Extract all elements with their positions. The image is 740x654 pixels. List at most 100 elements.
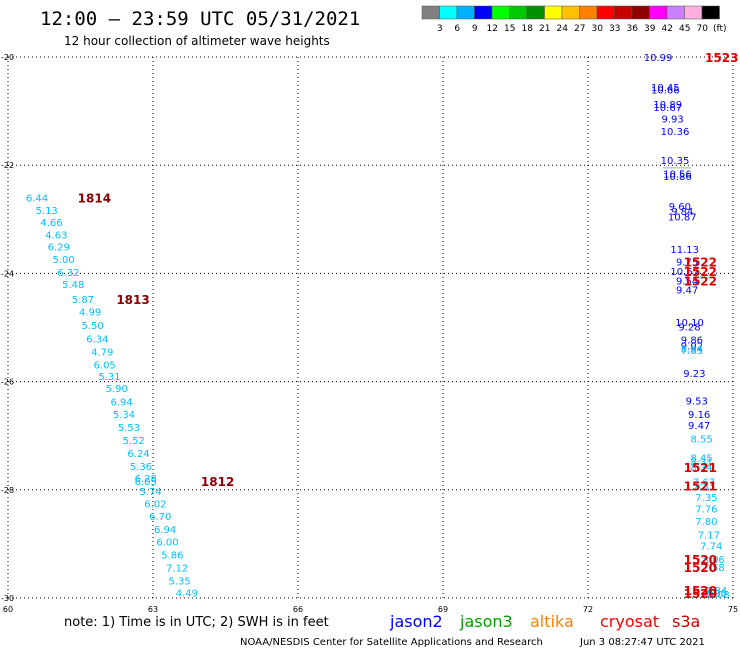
x-tick-label: 63	[148, 605, 158, 614]
colorbar-label: (ft)	[713, 24, 727, 34]
axis-ticks: 60 63 66 69 72 75 -20 -22 -24 -26 -28 -30	[1, 53, 738, 614]
time-label: 1522	[684, 274, 717, 288]
wave-height-s3a: 5.86	[161, 551, 183, 562]
wave-height-jason2: 10.45	[651, 83, 680, 94]
colorbar-label: 12	[487, 24, 498, 34]
colorbar-swatch	[509, 5, 528, 20]
wave-height-s3a: 6.32	[57, 268, 79, 279]
grid	[7, 56, 734, 599]
colorbar-swatch	[526, 5, 545, 20]
wave-height-s3a: 6.28	[135, 474, 157, 485]
colorbar-label: 45	[679, 24, 690, 34]
wave-height-s3a: 7.58	[703, 563, 725, 574]
wave-height-jason2: 10.86	[663, 172, 692, 183]
colorbar-swatch	[614, 5, 633, 20]
wave-height-s3a: 7.76	[695, 505, 717, 516]
y-tick-label: -20	[1, 53, 14, 62]
colorbar: 3 6 9 12 15 18 21 24 27 30 33 36 39 42 45 70 (ft)	[421, 5, 727, 34]
wave-height-jason2: 10.67	[670, 267, 699, 278]
wave-height-s3a: 6.02	[144, 499, 166, 510]
time-label: 1520	[684, 561, 717, 575]
y-tick-label: -22	[1, 161, 14, 170]
wave-height-s3a: 6.05	[135, 477, 157, 488]
wave-height-s3a: 8.45	[690, 453, 712, 464]
colorbar-label: 39	[644, 24, 656, 34]
wave-height-jason2: 9.47	[676, 286, 698, 297]
colorbar-label: 3	[437, 24, 443, 34]
wave-height-jason2: 9.02	[681, 341, 703, 352]
wave-height-s3a: 6.94	[154, 525, 176, 536]
colorbar-label: 70	[697, 24, 709, 34]
wave-height-s3a: 5.35	[168, 577, 190, 588]
x-tick-label: 69	[438, 605, 448, 614]
y-tick-label: -26	[1, 378, 14, 387]
colorbar-label: 30	[592, 24, 604, 34]
legend-jason2: jason2	[389, 612, 443, 631]
wave-height-s3a: 6.70	[149, 512, 171, 523]
wave-height-jason2: 10.87	[668, 213, 697, 224]
y-tick-label: -24	[1, 269, 14, 278]
wave-height-s3a: 6.00	[156, 538, 178, 549]
wave-height-s3a: 6.29	[48, 242, 70, 253]
wave-height-s3a: 5.13	[36, 206, 58, 217]
footer-credit: NOAA/NESDIS Center for Satellite Applica…	[240, 637, 543, 648]
wave-height-jason2: 9.93	[661, 115, 683, 126]
wave-height-jason2: 9.23	[683, 369, 705, 380]
wave-height-s3a: 5.31	[98, 372, 120, 383]
wave-height-s3a: 7.35	[695, 493, 717, 504]
wave-height-s3a: 7.33	[693, 481, 715, 492]
colorbar-swatch	[544, 5, 563, 20]
wave-height-s3a: 8.55	[690, 434, 712, 445]
x-tick-label: 75	[728, 605, 738, 614]
wave-height-jason2: 11.13	[670, 245, 699, 256]
wave-height-s3a: 5.52	[123, 436, 145, 447]
legend-jason3: jason3	[459, 612, 513, 631]
satellite-legend: jason2 jason3 altika cryosat s3a	[389, 612, 700, 631]
time-label: 1522	[684, 255, 717, 269]
wave-height-s3a: 5.74	[139, 487, 161, 498]
wave-height-s3a: 7.12	[166, 564, 188, 575]
wave-height-s3a: 5.50	[81, 321, 103, 332]
time-label: 1520	[684, 553, 717, 567]
wave-height-jason2: 9.60	[669, 202, 691, 213]
wave-height-s3a: 6.94	[110, 398, 132, 409]
colorbar-swatch	[579, 5, 598, 20]
colorbar-label: 27	[574, 24, 585, 34]
time-label: 1522	[684, 265, 717, 279]
wave-height-s3a: 6.34	[86, 334, 108, 345]
colorbar-swatch	[649, 5, 668, 20]
x-tick-label: 60	[3, 605, 13, 614]
wave-height-jason2: 9.47	[688, 421, 710, 432]
time-label: 1814	[78, 192, 111, 206]
colorbar-label: 21	[539, 24, 550, 34]
time-label: 1812	[201, 475, 234, 489]
colorbar-swatch	[631, 5, 650, 20]
legend-cryosat: cryosat	[600, 612, 659, 631]
wave-height-jason2: 9.53	[686, 397, 708, 408]
wave-height-jason2: 9.28	[678, 322, 700, 333]
wave-height-s3a: 8.34	[690, 463, 712, 474]
wave-height-s3a: 8.08	[707, 590, 729, 601]
wave-height-s3a: 6.05	[94, 360, 116, 371]
time-labels: 1523152215221522152115211520152015201520…	[78, 51, 739, 601]
chart-title: 12:00 — 23:59 UTC 05/31/2021	[40, 8, 360, 30]
colorbar-label: 9	[472, 24, 478, 34]
time-label: 1523	[705, 51, 738, 65]
colorbar-swatch	[421, 5, 440, 20]
time-label: 1521	[684, 461, 717, 475]
time-label: 1520	[684, 587, 717, 601]
wave-height-jason2: 10.35	[661, 156, 690, 167]
wave-height-points: 10.9910.4510.6610.8910.679.9310.3610.351…	[26, 53, 730, 601]
colorbar-swatch	[456, 5, 475, 20]
time-label: 1520	[684, 584, 717, 598]
colorbar-swatch	[561, 5, 580, 20]
wave-height-s3a: 4.99	[79, 307, 101, 318]
colorbar-swatch	[701, 5, 720, 20]
wave-height-jason2: 10.36	[661, 127, 690, 138]
wave-height-jason2: 10.56	[663, 169, 692, 180]
wave-height-s3a: 5.00	[52, 255, 74, 266]
y-tick-label: -28	[1, 486, 14, 495]
legend-altika: altika	[530, 612, 574, 631]
